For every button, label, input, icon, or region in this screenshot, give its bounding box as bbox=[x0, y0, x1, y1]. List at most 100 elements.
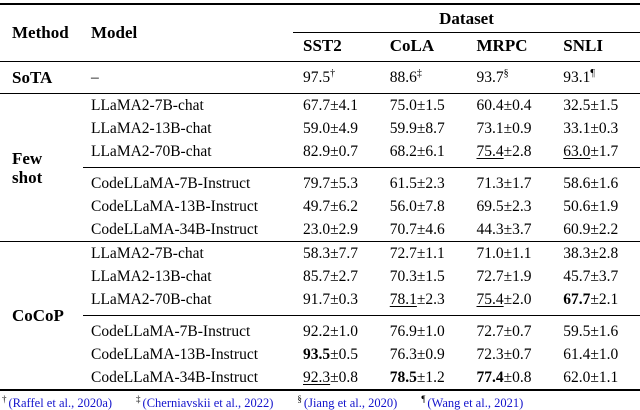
score-cell: 72.7±1.9 bbox=[476, 268, 532, 285]
score-cell: 67.7±4.1 bbox=[303, 97, 359, 114]
score-cell: 69.5±2.3 bbox=[476, 198, 532, 215]
score-cell: 70.7±4.6 bbox=[389, 221, 445, 238]
model-name: CodeLLaMA-7B-Instruct bbox=[83, 167, 293, 195]
score-cell: 71.0±1.1 bbox=[466, 241, 554, 265]
score-cell: 60.9±2.2 bbox=[563, 221, 619, 238]
sota-model-cell: – bbox=[83, 61, 293, 94]
footnote-item: ‡ (Cherniavskii et al., 2022) bbox=[136, 394, 273, 410]
score-cell: 71.3±1.7 bbox=[466, 167, 554, 195]
dataset-group-header: Dataset bbox=[293, 4, 640, 33]
score-cell: 92.3±0.8 bbox=[303, 369, 359, 386]
score-cell: 75.0±1.5 bbox=[389, 97, 445, 114]
score-cell: 76.3±0.9 bbox=[389, 346, 445, 363]
score-cell: 33.1±0.3 bbox=[563, 120, 619, 137]
score-cell: 59.9±8.7 bbox=[389, 120, 445, 137]
score-cell: 76.9±1.0 bbox=[379, 315, 467, 343]
model-name: LLaMA2-70B-chat bbox=[91, 143, 212, 160]
citation-link[interactable]: (Cherniavskii et al., 2022) bbox=[142, 396, 274, 410]
score-cell: 82.9±0.7 bbox=[303, 143, 359, 160]
score-cell: 59.5±1.6 bbox=[553, 315, 640, 343]
score-cell: 44.3±3.7 bbox=[476, 221, 532, 238]
score-cell: 72.7±0.7 bbox=[466, 315, 554, 343]
footnote-item: § (Jiang et al., 2020) bbox=[297, 394, 397, 410]
score-cell: 93.1¶ bbox=[553, 61, 640, 94]
score-cell: 23.0±2.9 bbox=[303, 221, 359, 238]
citation-link[interactable]: (Wang et al., 2021) bbox=[427, 396, 524, 410]
model-name: CodeLLaMA-34B-Instruct bbox=[91, 221, 259, 238]
score-cell: 67.7±2.1 bbox=[563, 291, 619, 308]
score-cell: 63.0±1.7 bbox=[563, 143, 619, 160]
score-cell: 61.5±2.3 bbox=[379, 167, 467, 195]
score-cell: 75.4±2.8 bbox=[476, 143, 532, 160]
score-cell: 72.7±1.1 bbox=[379, 241, 467, 265]
score-cell: 68.2±6.1 bbox=[389, 143, 445, 160]
score-cell: 49.7±6.2 bbox=[303, 198, 359, 215]
table-row: CodeLLaMA-7B-Instruct 92.2±1.0 76.9±1.0 … bbox=[0, 315, 640, 343]
footnote-item: † (Raffel et al., 2020a) bbox=[2, 394, 112, 410]
model-column-header: Model bbox=[83, 4, 293, 62]
benchmark-results-table: Method Model Dataset SST2 CoLA MRPC SNLI… bbox=[0, 3, 640, 391]
score-cell: 60.4±0.4 bbox=[476, 97, 532, 114]
table-row: Few shot LLaMA2-7B-chat 67.7±4.1 75.0±1.… bbox=[0, 94, 640, 187]
score-cell: 77.4±0.8 bbox=[476, 369, 532, 386]
table-footnotes: † (Raffel et al., 2020a) ‡ (Cherniavskii e… bbox=[0, 391, 640, 410]
method-label-line: CoCoP bbox=[12, 306, 64, 325]
cocop-method-label: CoCoP bbox=[0, 241, 83, 390]
score-cell: 97.5† bbox=[293, 61, 380, 94]
model-name: LLaMA2-7B-chat bbox=[83, 241, 293, 265]
pilcrow-mark: ¶ bbox=[421, 394, 426, 404]
method-column-header: Method bbox=[0, 4, 83, 62]
model-name: CodeLLaMA-13B-Instruct bbox=[91, 346, 259, 363]
score-cell: 62.0±1.1 bbox=[563, 369, 619, 386]
score-cell: 93.7§ bbox=[466, 61, 554, 94]
score-cell: 59.0±4.9 bbox=[303, 120, 359, 137]
model-name: LLaMA2-7B-chat bbox=[91, 97, 204, 114]
dataset-header-snli: SNLI bbox=[553, 32, 640, 62]
model-name: LLaMA2-13B-chat bbox=[91, 268, 212, 285]
score-cell: 93.5±0.5 bbox=[303, 346, 359, 363]
method-label-line: shot bbox=[12, 167, 43, 187]
table-row: LLaMA2-70B-chat 91.7±0.3 78.1±2.3 75.4±2… bbox=[0, 288, 640, 316]
score-cell: 75.4±2.0 bbox=[476, 291, 532, 308]
score-cell: 50.6±1.9 bbox=[563, 198, 619, 215]
dagger-mark: † bbox=[2, 394, 7, 404]
score-cell: 92.2±1.0 bbox=[293, 315, 380, 343]
table-row: CodeLLaMA-13B-Instruct 49.7±6.2 56.0±7.8… bbox=[0, 195, 640, 218]
model-name: LLaMA2-13B-chat bbox=[91, 120, 212, 137]
score-cell: 38.3±2.8 bbox=[553, 241, 640, 265]
score-cell: 91.7±0.3 bbox=[303, 291, 359, 308]
table-row: CodeLLaMA-7B-Instruct 79.7±5.3 61.5±2.3 … bbox=[0, 167, 640, 195]
model-name: LLaMA2-70B-chat bbox=[91, 291, 212, 308]
table-row: CodeLLaMA-13B-Instruct 93.5±0.5 76.3±0.9… bbox=[0, 343, 640, 366]
table-row: CodeLLaMA-34B-Instruct 23.0±2.9 70.7±4.6… bbox=[0, 218, 640, 242]
citation-link[interactable]: (Jiang et al., 2020) bbox=[303, 396, 398, 410]
model-name: CodeLLaMA-13B-Instruct bbox=[91, 198, 259, 215]
score-cell: 58.6±1.6 bbox=[553, 167, 640, 195]
header-row-datasets: SST2 CoLA MRPC SNLI bbox=[0, 32, 640, 62]
footnote-item: ¶ (Wang et al., 2021) bbox=[421, 394, 523, 410]
header-row-group: Method Model Dataset bbox=[0, 4, 640, 62]
score-cell: 70.3±1.5 bbox=[389, 268, 445, 285]
score-cell: 45.7±3.7 bbox=[563, 268, 619, 285]
score-cell: 56.0±7.8 bbox=[389, 198, 445, 215]
double-dagger-mark: ‡ bbox=[136, 394, 141, 404]
table-row: LLaMA2-13B-chat 85.7±2.7 70.3±1.5 72.7±1… bbox=[0, 265, 640, 288]
score-cell: 85.7±2.7 bbox=[303, 268, 359, 285]
score-cell: 58.3±7.7 bbox=[293, 241, 380, 265]
score-cell: 61.4±1.0 bbox=[563, 346, 619, 363]
citation-link[interactable]: (Raffel et al., 2020a) bbox=[8, 396, 113, 410]
method-label-line: Few bbox=[12, 148, 43, 168]
fewshot-method-label: Few shot bbox=[0, 94, 83, 242]
score-cell: 79.7±5.3 bbox=[293, 167, 380, 195]
score-cell: 32.5±1.5 bbox=[563, 97, 619, 114]
model-name: CodeLLaMA-34B-Instruct bbox=[91, 369, 259, 386]
table-row: CodeLLaMA-34B-Instruct 92.3±0.8 78.5±1.2… bbox=[0, 366, 640, 390]
score-cell: 73.1±0.9 bbox=[476, 120, 532, 137]
score-cell: 72.3±0.7 bbox=[476, 346, 532, 363]
model-name: CodeLLaMA-7B-Instruct bbox=[83, 315, 293, 343]
score-cell: 78.1±2.3 bbox=[389, 291, 445, 308]
table-row: LLaMA2-70B-chat 82.9±0.7 68.2±6.1 75.4±2… bbox=[0, 140, 640, 168]
score-cell: 88.6‡ bbox=[379, 61, 467, 94]
dataset-header-mrpc: MRPC bbox=[466, 32, 554, 62]
